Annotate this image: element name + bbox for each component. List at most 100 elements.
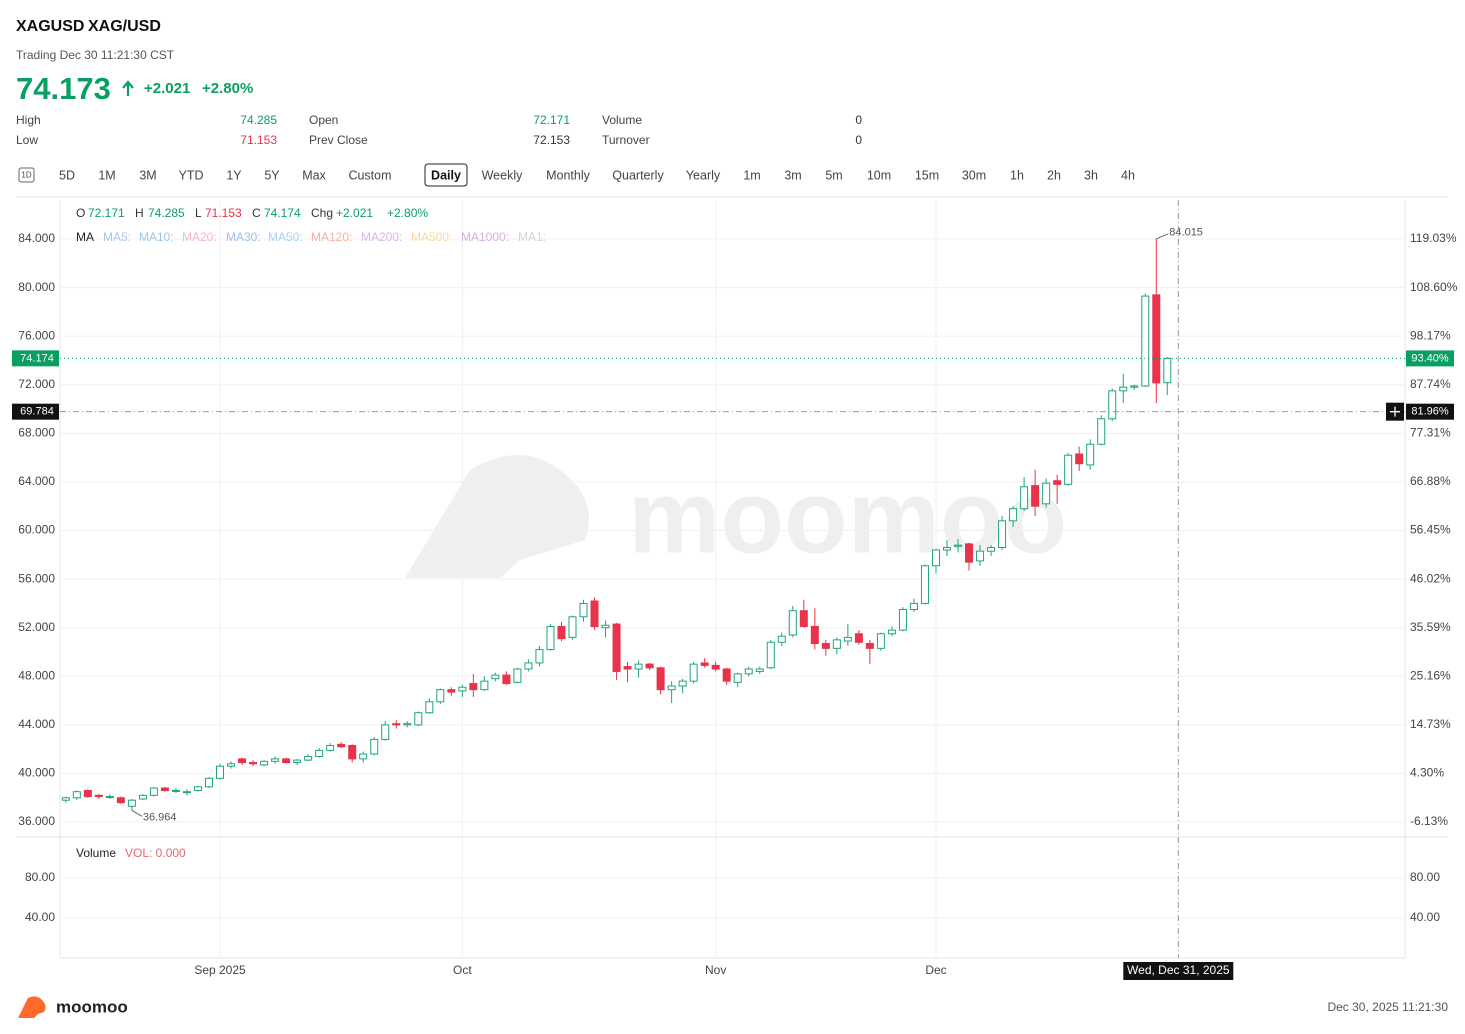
timeframe-button[interactable]: 3M — [139, 168, 156, 182]
y2-tick-label: 46.02% — [1410, 571, 1451, 585]
candle-body — [766, 641, 775, 669]
watermark-logo — [405, 455, 590, 578]
candle-body — [667, 685, 676, 691]
stat-label: Prev Close — [309, 133, 368, 147]
volume-title: Volume — [76, 846, 116, 860]
candle-body — [149, 787, 158, 796]
brand-logo — [18, 996, 46, 1018]
ma-label[interactable]: MA200: — [361, 230, 402, 244]
candle-body — [227, 763, 236, 767]
y-tick-label: 76.000 — [18, 328, 55, 342]
candle-body — [876, 633, 885, 649]
ma-label[interactable]: MA10: — [139, 230, 174, 244]
y-tick-label: 68.000 — [18, 426, 55, 440]
timeframe-button[interactable]: 10m — [867, 168, 891, 182]
watermark-text: moomoo — [628, 459, 1067, 575]
timeframe-button[interactable]: 1M — [98, 168, 115, 182]
crosshair-plus — [1390, 406, 1400, 417]
ma-label[interactable]: MA30: — [226, 230, 261, 244]
y-tick-label: 40.000 — [18, 766, 55, 780]
timeframe-button[interactable]: 1m — [743, 168, 760, 182]
timeframe-button[interactable]: 5Y — [264, 168, 280, 182]
timeframe-button[interactable]: 3m — [784, 168, 801, 182]
candle-body — [458, 686, 467, 692]
timeframe-button[interactable]: 3h — [1084, 168, 1098, 182]
high-pointer — [1156, 233, 1169, 240]
timeframe-button[interactable]: Max — [302, 168, 326, 182]
timeframe-button[interactable]: Monthly — [546, 168, 591, 182]
y2-tick-label: -6.13% — [1410, 814, 1448, 828]
candle-body — [854, 633, 863, 643]
candle-body — [83, 789, 92, 798]
timeframe-button[interactable]: Quarterly — [612, 168, 664, 182]
timeframe-button[interactable]: 1h — [1010, 168, 1024, 182]
crosshair-pct-tag — [1406, 403, 1454, 420]
price-change-pct: +2.80% — [202, 80, 253, 97]
candle-body — [612, 623, 621, 672]
y2-tick-label: 56.45% — [1410, 523, 1451, 537]
candle-body — [987, 547, 996, 552]
legend-key: H — [135, 206, 144, 220]
candle-body — [656, 667, 665, 691]
timeframe-button[interactable]: 15m — [915, 168, 939, 182]
ma-label[interactable]: MA50: — [268, 230, 303, 244]
candle-body — [359, 753, 368, 760]
y-tick-label: 64.000 — [18, 474, 55, 488]
timeframe-button[interactable]: 30m — [962, 168, 986, 182]
ma-label[interactable]: MA500: — [411, 230, 452, 244]
ma-title: MA — [76, 230, 94, 244]
ma-label[interactable]: MA1: — [518, 230, 546, 244]
ma-label[interactable]: MA120: — [311, 230, 352, 244]
candle-body — [634, 663, 643, 670]
timeframe-button[interactable]: Custom — [348, 168, 391, 182]
candle-body — [116, 797, 125, 804]
legend-key: Chg — [311, 206, 333, 220]
timeframe-button[interactable]: 5m — [825, 168, 842, 182]
y2-tick-label: 119.03% — [1410, 231, 1457, 245]
candle-body — [623, 666, 632, 670]
candle-body — [645, 663, 654, 669]
ma-label[interactable]: MA5: — [103, 230, 131, 244]
timeframe-button[interactable]: Yearly — [686, 168, 721, 182]
candle-body — [711, 664, 720, 670]
candle-body — [898, 608, 907, 631]
candle-body — [447, 689, 456, 693]
crosshair-price: 69.784 — [20, 406, 54, 418]
candle-body — [271, 758, 280, 762]
y-tick-label: 48.000 — [18, 668, 55, 682]
candle-body — [1064, 454, 1073, 485]
y-tick-label: 56.000 — [18, 571, 55, 585]
ma-label[interactable]: MA20: — [182, 230, 217, 244]
candle-body — [832, 639, 841, 649]
interval-icon[interactable] — [18, 167, 35, 183]
crosshair-pct: 81.96% — [1411, 406, 1449, 418]
symbol: XAGUSD — [16, 18, 84, 35]
timeframe-button[interactable]: Daily — [431, 168, 461, 182]
timeframe-button[interactable]: 4h — [1121, 168, 1135, 182]
stat-label: Open — [309, 113, 338, 127]
timeframe-button[interactable]: 5D — [59, 168, 75, 182]
candle-body — [337, 743, 346, 748]
candle-body — [282, 758, 291, 764]
candle-body — [293, 759, 302, 764]
timeframe-button[interactable]: YTD — [179, 168, 204, 182]
candle-body — [1130, 385, 1139, 388]
candle-body — [524, 662, 533, 670]
stat-label: High — [16, 113, 41, 127]
volume-tick-label: 40.00 — [25, 910, 55, 924]
timeframe-button[interactable]: 1Y — [226, 168, 242, 182]
candle-body — [931, 549, 940, 567]
candle-body — [171, 789, 180, 792]
candle-body — [127, 799, 136, 807]
candle-body — [1163, 357, 1172, 384]
timeframe-button[interactable]: 2h — [1047, 168, 1061, 182]
stat-value: 71.153 — [240, 133, 277, 147]
last-price: 74.173 — [16, 71, 111, 106]
candle-body — [348, 745, 357, 760]
candle-body — [513, 668, 522, 683]
candle-body — [601, 624, 610, 629]
candle-body — [182, 791, 191, 794]
timeframe-button[interactable]: Weekly — [482, 168, 524, 182]
candle-body — [965, 543, 974, 563]
ma-label[interactable]: MA1000: — [461, 230, 509, 244]
